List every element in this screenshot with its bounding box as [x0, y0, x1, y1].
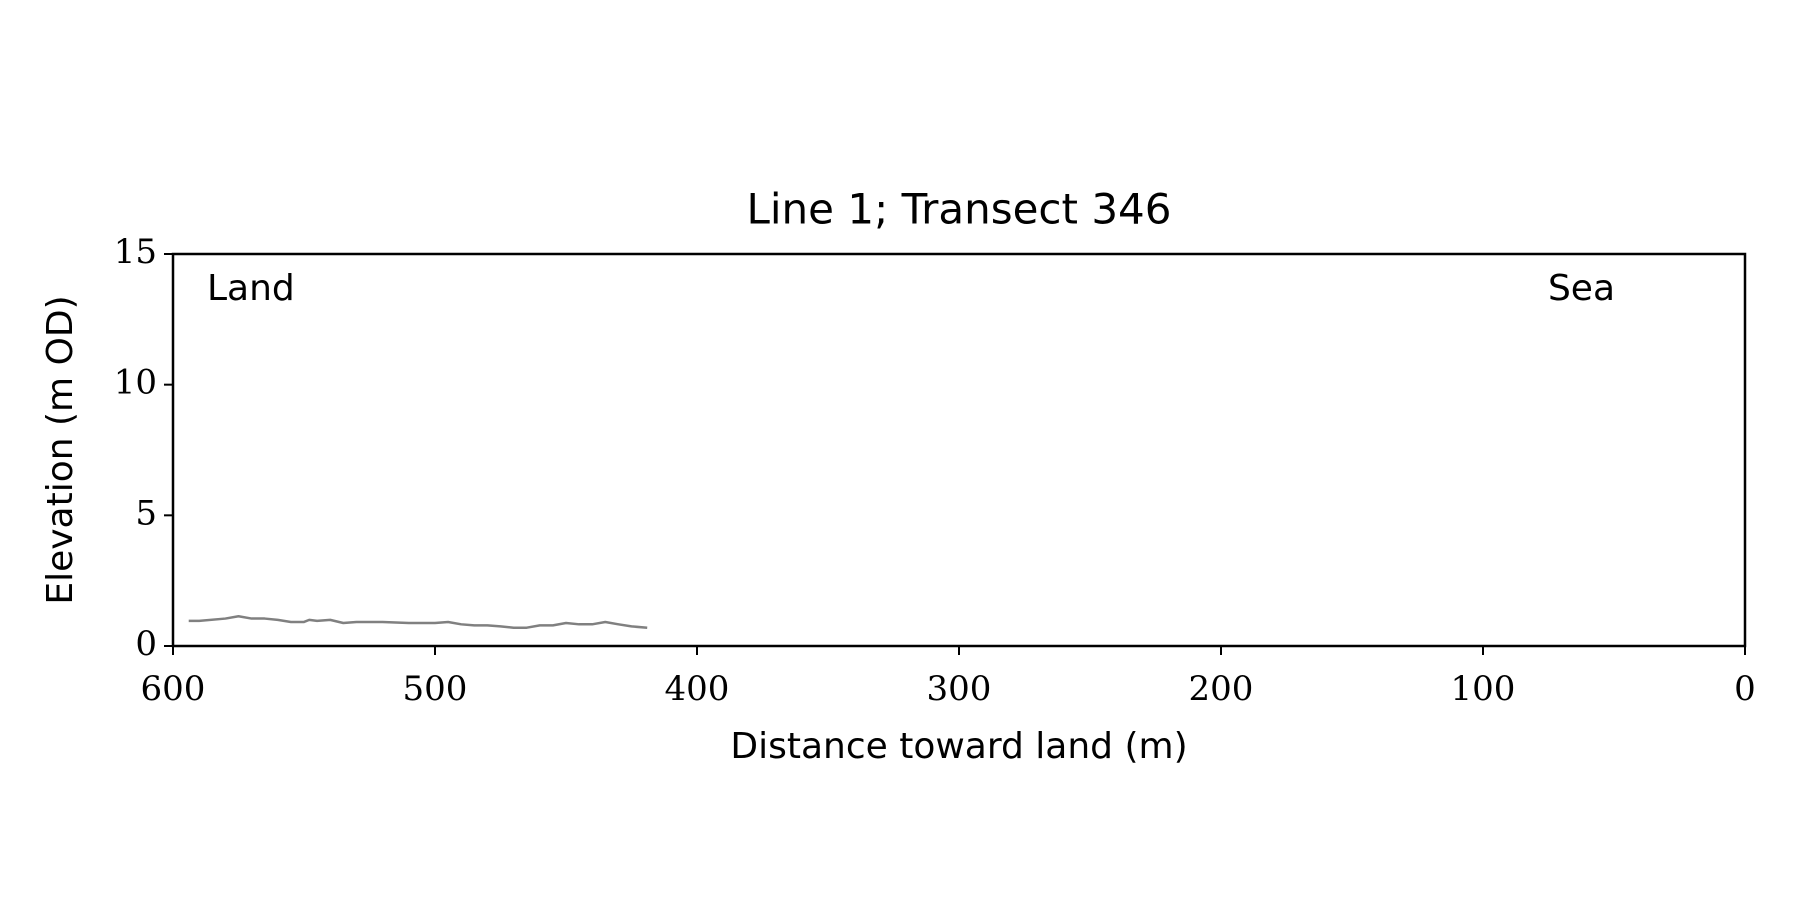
x-tick-label: 100 — [1451, 669, 1516, 709]
x-tick-label: 200 — [1189, 669, 1254, 709]
chart-title: Line 1; Transect 346 — [746, 185, 1171, 234]
y-tick-label: 0 — [135, 624, 157, 664]
y-tick-label: 10 — [114, 363, 157, 403]
x-tick-label: 300 — [927, 669, 992, 709]
annotation: Sea — [1548, 268, 1615, 309]
y-tick-label: 15 — [114, 232, 157, 272]
data-line — [188, 614, 648, 629]
x-tick-label: 400 — [665, 669, 730, 709]
x-tick-label: 0 — [1734, 669, 1756, 709]
plot-frame — [171, 252, 1747, 648]
x-tick-label: 500 — [403, 669, 468, 709]
y-axis-label: Elevation (m OD) — [40, 295, 81, 604]
x-tick-label: 600 — [141, 669, 206, 709]
y-tick-label: 5 — [135, 493, 157, 533]
annotation: Land — [207, 268, 295, 309]
x-axis-label: Distance toward land (m) — [730, 726, 1187, 767]
